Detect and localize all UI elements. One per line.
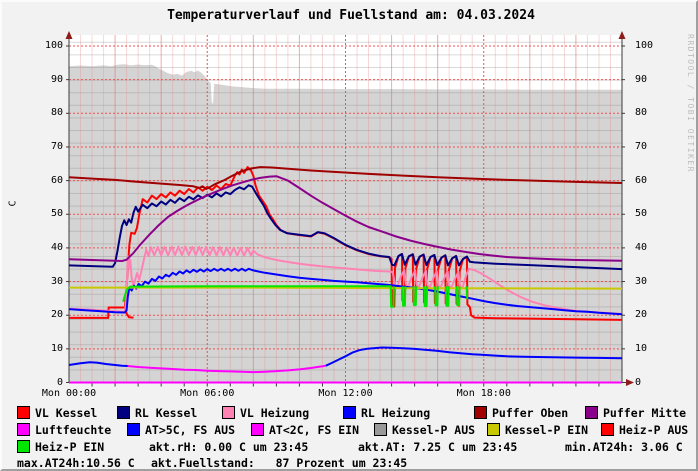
legend-label: Luftfeuchte (35, 423, 112, 437)
legend-swatch-icon (17, 406, 30, 419)
stat-text: akt.rH: 0.00 C um 23:45 (149, 440, 309, 454)
legend-swatch-icon (17, 440, 30, 453)
legend-swatch-icon (117, 406, 130, 419)
y-tick-label-right: 30 (635, 275, 648, 287)
y-tick-label: 60 (50, 174, 63, 186)
stat-text: akt.Fuellstand: 87 Prozent um 23:45 (151, 456, 408, 470)
legend-swatch-icon (585, 406, 598, 419)
legend-label: Heiz-P AUS (619, 423, 689, 437)
rrdtool-watermark: RRDTOOL / TOBI OETIKER (686, 34, 695, 173)
series-at-2c-fs-ein (127, 364, 327, 374)
legend-swatch-icon (17, 423, 30, 436)
series-kessel-p-ein (69, 286, 623, 290)
y-tick-label-right: 0 (635, 376, 642, 388)
y-tick-label-right: 80 (635, 107, 648, 119)
x-tick-label: Mon 12:00 (318, 388, 373, 399)
legend-swatch-icon (127, 423, 140, 436)
stat-text: min.AT24h: 3.06 C (565, 440, 683, 454)
series-puffer-oben (68, 166, 623, 190)
y-tick-label-right: 60 (635, 174, 648, 186)
series-vl-heizung (68, 245, 623, 315)
y-tick-label: 100 (44, 40, 63, 51)
legend-swatch-icon (343, 406, 356, 419)
y-tick-label-right: 70 (635, 140, 648, 152)
chart-canvas (65, 31, 634, 387)
y-tick-label: 80 (50, 107, 63, 119)
y-tick-label-right: 100 (635, 40, 654, 51)
y-tick-label: 0 (56, 376, 63, 388)
y-tick-label: 20 (50, 309, 63, 321)
legend-label: RL Kessel (135, 406, 198, 420)
legend-label: Kessel-P EIN (505, 423, 589, 437)
legend-swatch-icon (222, 406, 235, 419)
y-tick-label: 30 (50, 275, 63, 287)
y-axis-arrow-icon (65, 31, 73, 39)
y-tick-label-right: 10 (635, 342, 648, 354)
legend-swatch-icon (601, 423, 614, 436)
graph-title: Temperaturverlauf und Fuellstand am: 04.… (167, 8, 535, 23)
legend-label: Puffer Mitte (603, 406, 687, 420)
y-axis-arrow-icon (618, 31, 626, 39)
legend-swatch-icon (251, 423, 264, 436)
legend-swatch-icon (487, 423, 500, 436)
x-tick-label: Mon 18:00 (456, 388, 511, 399)
legend-label: AT>5C, FS AUS (145, 423, 236, 437)
y-tick-label-right: 20 (635, 309, 648, 321)
legend-label: RL Heizung (361, 406, 431, 420)
legend-label: Heiz-P EIN (35, 440, 105, 454)
legend-label: VL Heizung (240, 406, 310, 420)
series-at-5c-fs-aus-spaet- (325, 346, 623, 367)
x-tick-label: Mon 00:00 (41, 388, 97, 399)
series-at-5c-fs-aus-frueh- (68, 361, 128, 367)
y-tick-label-right: 50 (635, 208, 648, 220)
legend-swatch-icon (374, 423, 387, 436)
y-tick-label-right: 90 (635, 73, 648, 85)
y-tick-label-right: 40 (635, 241, 648, 253)
legend-swatch-icon (474, 406, 487, 419)
legend-label: VL Kessel (35, 406, 98, 420)
stat-text: akt.AT: 7.25 C um 23:45 (358, 440, 518, 454)
legend-label: Puffer Oben (492, 406, 569, 420)
legend-label: AT<2C, FS EIN (269, 423, 360, 437)
series-puffer-mitte (68, 175, 623, 262)
y-tick-label: 40 (50, 241, 63, 253)
series-rl-kessel (68, 184, 623, 271)
y-tick-label: 10 (50, 342, 63, 354)
x-tick-label: Mon 06:00 (180, 388, 235, 399)
y-tick-label: 90 (50, 73, 63, 85)
stat-text: max.AT24h:10.56 C (17, 456, 135, 470)
x-axis-arrow-icon (626, 379, 634, 386)
y-tick-label: 50 (50, 208, 63, 220)
legend-label: Kessel-P AUS (392, 423, 476, 437)
series-heiz-p-ein (122, 285, 469, 308)
y-tick-label: 70 (50, 140, 63, 152)
